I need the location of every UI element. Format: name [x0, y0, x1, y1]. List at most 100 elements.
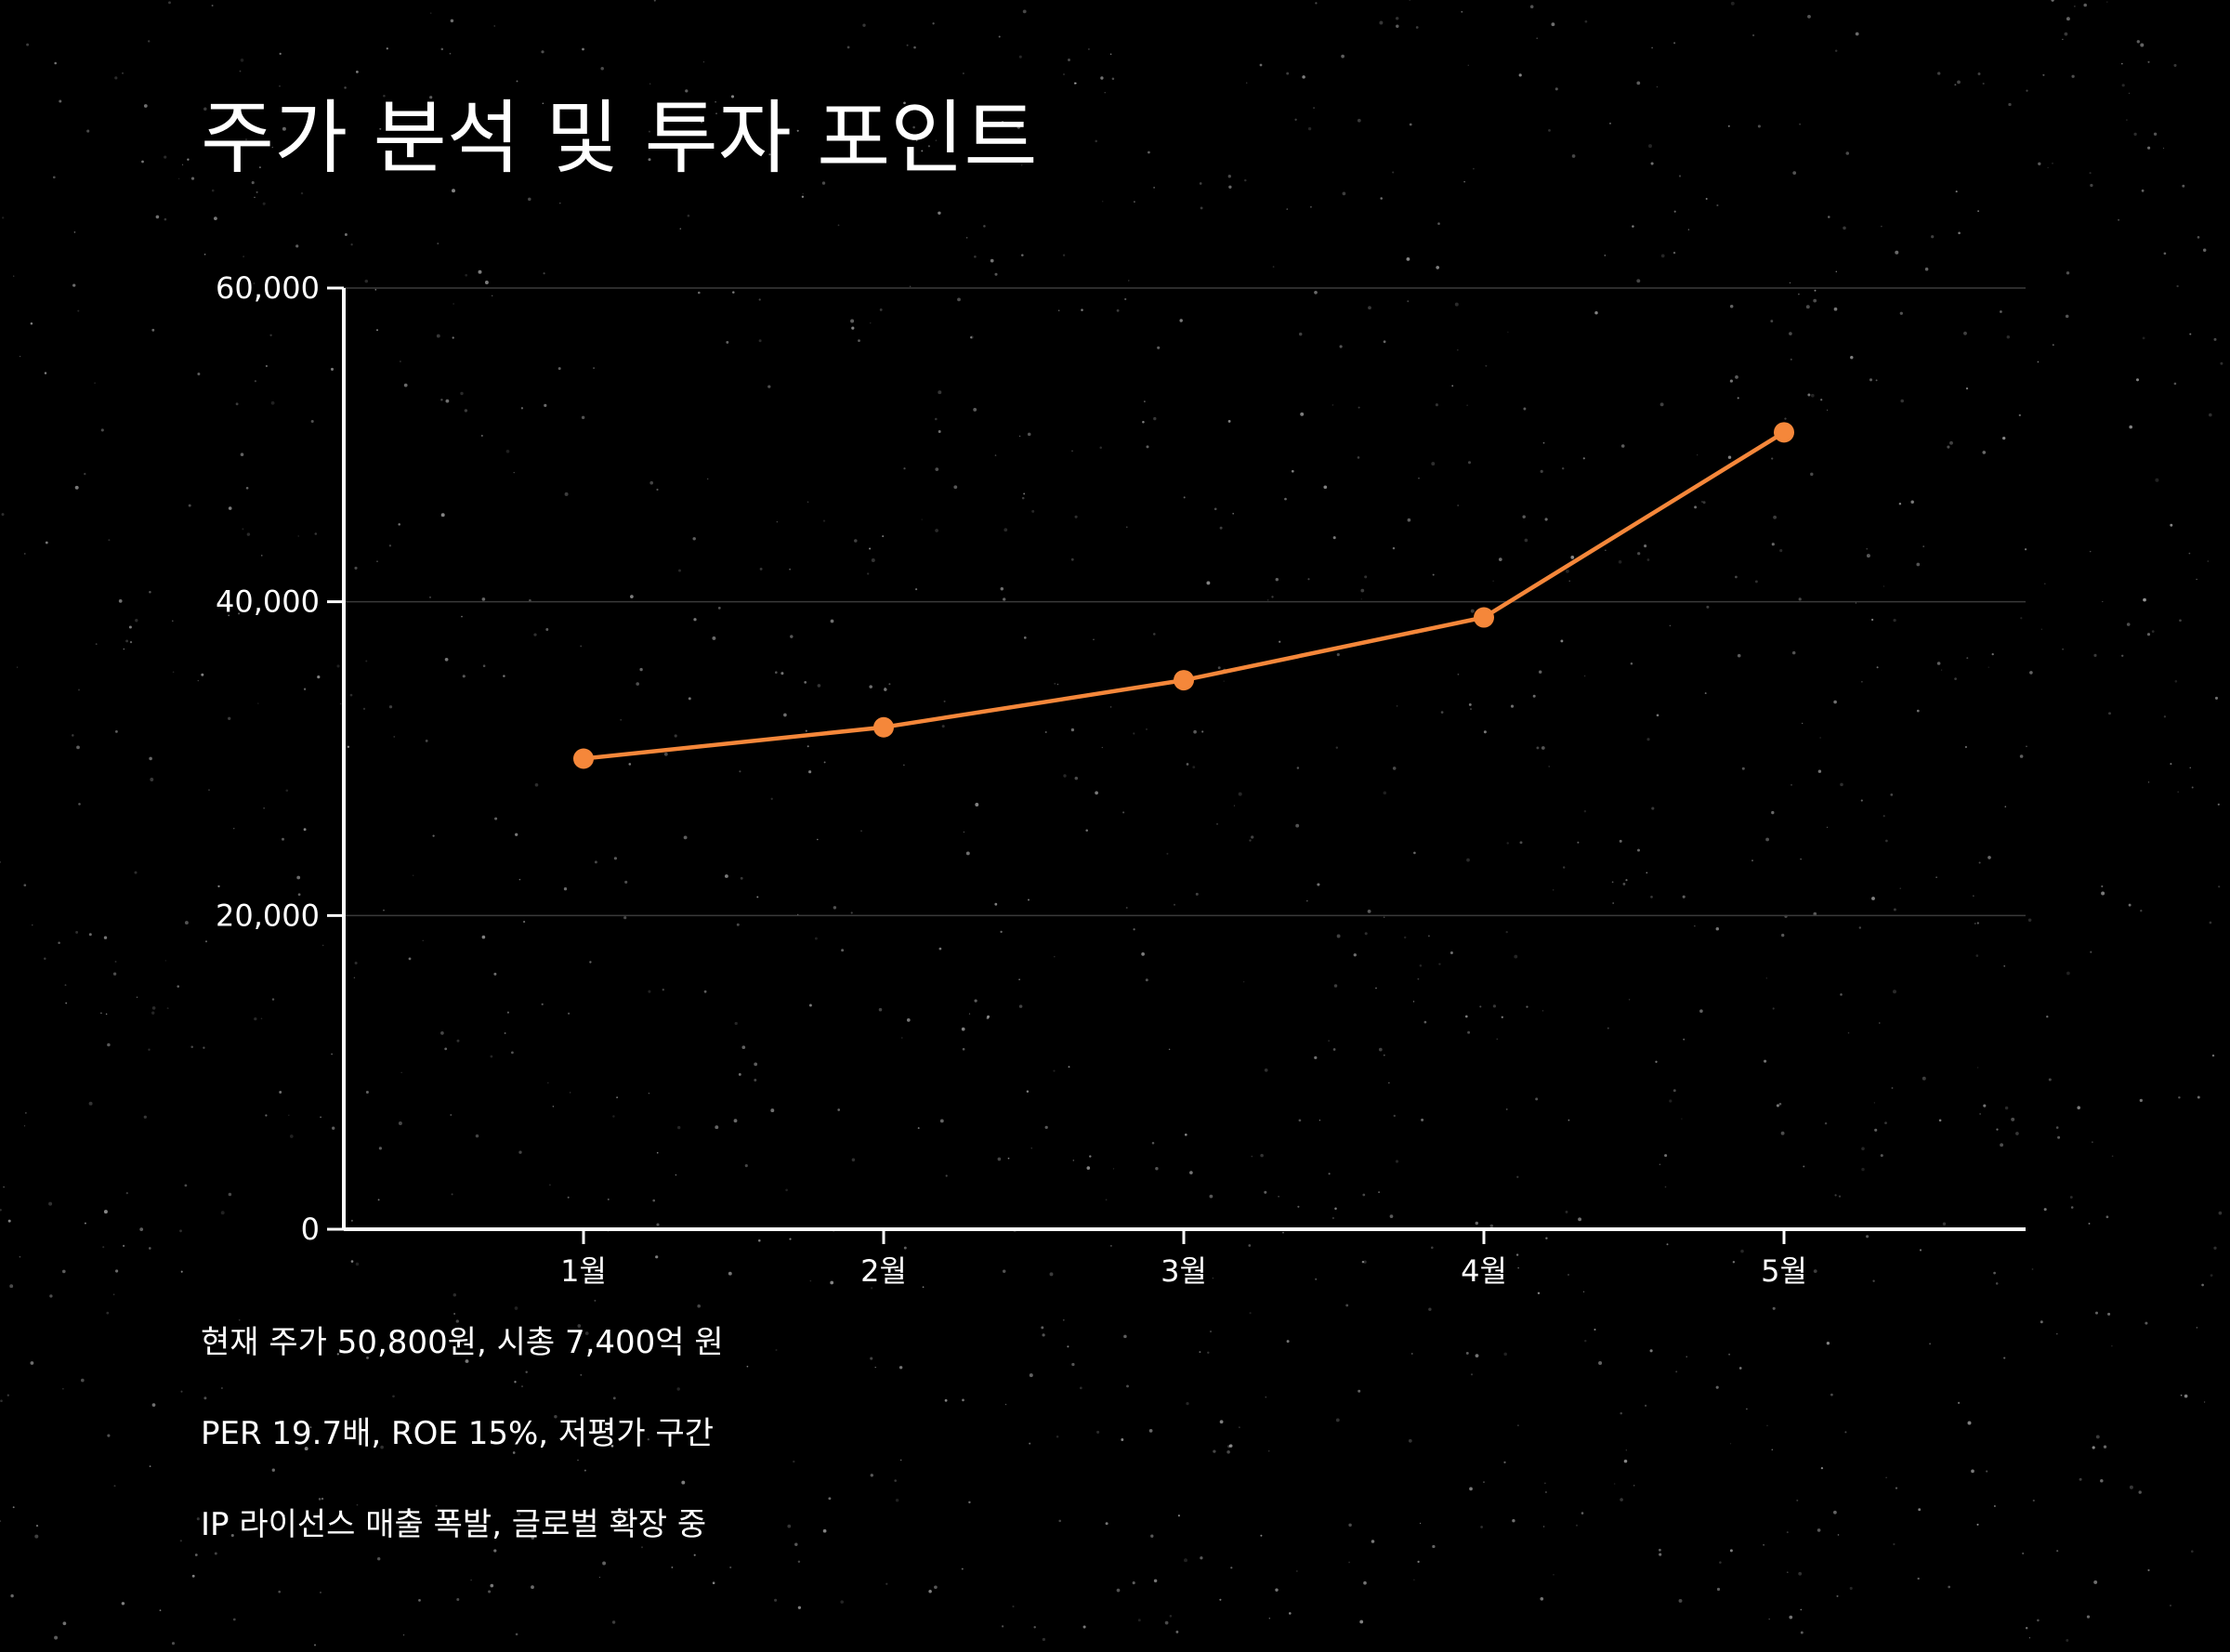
star-dot — [2197, 1095, 2200, 1099]
star-dot — [378, 1147, 382, 1150]
star-dot — [2044, 583, 2046, 585]
star-dot — [1089, 1155, 1092, 1158]
star-dot — [1033, 1626, 1036, 1629]
star-dot — [1548, 129, 1551, 132]
star-dot — [349, 693, 353, 697]
star-dot — [1820, 1466, 1824, 1470]
star-dot — [870, 1357, 873, 1360]
star-dot — [1861, 681, 1863, 683]
star-dot — [1577, 841, 1580, 844]
star-dot — [203, 1046, 205, 1049]
star-dot — [1074, 515, 1078, 518]
star-dot — [400, 1071, 402, 1073]
star-dot — [1741, 767, 1745, 770]
star-dot — [807, 745, 809, 748]
star-dot — [915, 139, 918, 142]
star-dot — [233, 828, 235, 830]
star-dot — [837, 1108, 841, 1111]
star-dot — [84, 1222, 86, 1225]
star-dot — [1483, 1481, 1485, 1483]
star-dot — [1380, 197, 1383, 200]
star-dot — [974, 255, 977, 258]
star-dot — [513, 471, 515, 474]
star-dot — [1294, 118, 1297, 121]
star-dot — [1700, 500, 1704, 504]
star-dot — [493, 1549, 497, 1553]
star-dot — [1105, 1522, 1108, 1526]
star-dot — [858, 339, 860, 342]
star-dot — [1230, 1567, 1233, 1569]
star-dot — [1021, 496, 1025, 500]
star-dot — [1219, 526, 1223, 530]
star-dot — [106, 1311, 110, 1315]
star-dot — [2140, 43, 2145, 47]
star-dot — [1068, 59, 1070, 61]
star-dot — [1861, 1167, 1865, 1172]
star-dot — [1317, 883, 1320, 886]
star-dot — [1648, 144, 1652, 149]
star-dot — [1935, 876, 1937, 879]
data-point — [1174, 670, 1194, 691]
star-dot — [1223, 680, 1225, 682]
star-dot — [921, 518, 923, 520]
star-dot — [148, 40, 151, 43]
star-dot — [1650, 162, 1654, 165]
star-dot — [2004, 806, 2007, 807]
star-dot — [1598, 1361, 1603, 1365]
star-dot — [900, 1459, 902, 1462]
star-dot — [1874, 1128, 1878, 1132]
star-dot — [1427, 935, 1430, 937]
star-dot — [493, 25, 495, 27]
star-dot — [465, 1359, 469, 1363]
star-dot — [1835, 270, 1838, 273]
star-dot — [2004, 1106, 2009, 1110]
star-dot — [2052, 163, 2053, 164]
star-dot — [733, 1119, 738, 1123]
star-dot — [143, 104, 148, 108]
star-dot — [1919, 1249, 1922, 1252]
star-dot — [1826, 1342, 1830, 1345]
star-dot — [1437, 222, 1440, 225]
star-dot — [493, 972, 497, 976]
investment-points: 현재 주가 50,800원, 시총 7,400억 원 PER 19.7배, RO… — [201, 1324, 724, 1597]
star-dot — [1467, 461, 1472, 465]
star-dot — [1169, 1615, 1173, 1618]
star-dot — [623, 916, 627, 920]
star-dot — [2100, 1478, 2104, 1483]
star-dot — [570, 1092, 571, 1094]
star-dot — [429, 96, 433, 99]
star-dot — [187, 158, 190, 161]
star-dot — [1694, 925, 1696, 927]
star-dot — [197, 679, 200, 682]
star-dot — [1834, 1194, 1837, 1197]
star-dot — [1109, 53, 1112, 55]
star-dot — [1796, 1499, 1799, 1501]
star-dot — [1100, 76, 1104, 80]
star-dot — [1789, 332, 1792, 335]
star-dot — [1798, 293, 1800, 295]
star-dot — [1949, 440, 1953, 445]
star-dot — [2000, 1143, 2004, 1147]
star-dot — [1850, 356, 1854, 360]
star-dot — [1544, 518, 1548, 521]
star-dot — [2217, 803, 2220, 806]
star-dot — [2108, 712, 2111, 715]
star-dot — [648, 158, 651, 162]
star-dot — [1751, 859, 1753, 862]
star-dot — [1209, 1194, 1213, 1199]
star-dot — [1830, 1393, 1833, 1396]
star-dot — [1417, 977, 1420, 980]
star-dot — [1042, 1637, 1046, 1642]
star-dot — [2057, 1135, 2061, 1139]
star-dot — [503, 675, 505, 677]
star-dot — [394, 1437, 398, 1441]
star-dot — [1085, 829, 1088, 832]
star-dot — [1568, 1119, 1570, 1121]
star-dot — [1819, 737, 1821, 739]
star-dot — [1245, 82, 1248, 84]
star-dot — [677, 1125, 681, 1130]
star-dot — [1706, 605, 1710, 609]
star-dot — [1910, 500, 1914, 504]
star-dot — [194, 1554, 198, 1556]
star-dot — [365, 660, 368, 662]
